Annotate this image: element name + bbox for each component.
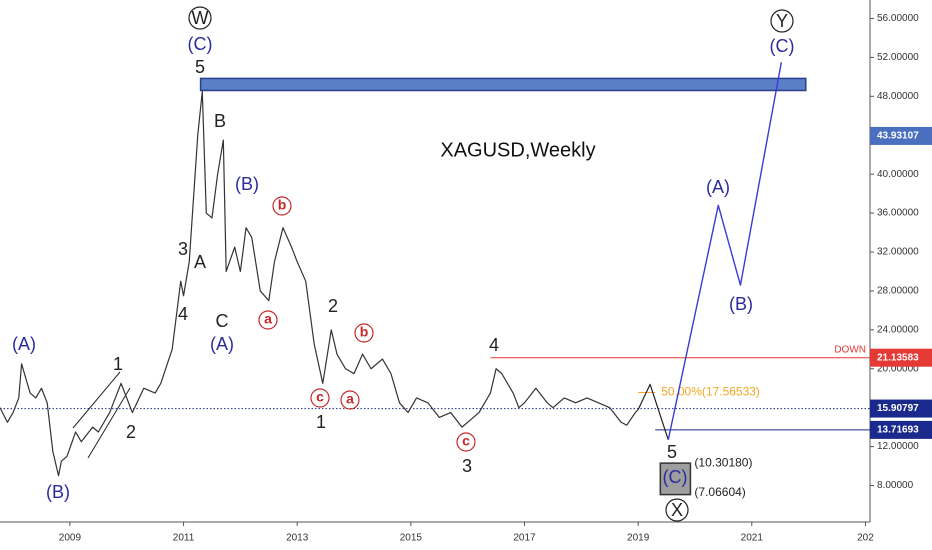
- level-text: DOWN: [834, 344, 866, 355]
- price-line: [0, 90, 639, 477]
- wave-circle: [340, 390, 360, 410]
- wave-label: 5: [667, 442, 677, 462]
- y-tick-label: 20.00000: [877, 363, 919, 374]
- wave-label: (C): [770, 36, 795, 56]
- wave-label: 1: [316, 412, 326, 432]
- y-tick-label: 52.00000: [877, 52, 919, 63]
- level-box: [870, 420, 932, 439]
- wave-label: W: [192, 8, 209, 28]
- wave-label: a: [264, 311, 272, 327]
- level-box: [870, 126, 932, 145]
- wave-label: 2: [328, 296, 338, 316]
- level-label: 21.13583: [877, 352, 919, 363]
- wave-circle: [354, 323, 374, 343]
- box-label: (10.30180): [694, 455, 752, 469]
- box-label: (7.06604): [694, 485, 745, 499]
- wave-label: 1: [113, 354, 123, 374]
- wave-circle: [272, 196, 292, 216]
- wave-label: 2: [126, 422, 136, 442]
- wave-label: c: [462, 433, 470, 449]
- wave-label: 4: [489, 335, 499, 355]
- y-tick-label: 8.00000: [877, 480, 914, 491]
- wave-circle: [258, 310, 278, 330]
- fib-label: 50.00%(17.56533): [661, 385, 760, 399]
- x-tick-label: 2011: [173, 533, 195, 544]
- x-tick-label: 2019: [627, 533, 650, 544]
- wave-label: c: [316, 389, 324, 405]
- wave-label: b: [278, 197, 287, 213]
- wave-label: a: [346, 391, 354, 407]
- wave-label: 4: [178, 304, 188, 324]
- level-box: [870, 348, 932, 367]
- y-tick-label: 24.00000: [877, 324, 919, 335]
- wave-circle: [770, 9, 794, 33]
- level-box: [870, 399, 932, 418]
- y-tick-label: 56.00000: [877, 13, 919, 24]
- wave-circle: [188, 6, 212, 30]
- target-box: [659, 462, 692, 496]
- level-label: 13.71693: [877, 425, 919, 436]
- level-label: 15.90797: [877, 403, 919, 414]
- wave-label: 3: [462, 456, 472, 476]
- wave-circle: [456, 432, 476, 452]
- chart-title: XAGUSD,Weekly: [440, 139, 595, 161]
- x-tick-label: 2009: [59, 533, 82, 544]
- x-tick-label: 2021: [741, 533, 764, 544]
- wave-label: X: [671, 500, 683, 520]
- wave-label: (B): [235, 174, 259, 194]
- wave-label: C: [216, 311, 229, 331]
- price-line: [667, 62, 783, 440]
- wave-label: b: [360, 324, 369, 340]
- price-line: [637, 383, 669, 440]
- wave-label: 3: [178, 239, 188, 259]
- level-label: 43.93107: [877, 131, 919, 142]
- wave-label: (A): [12, 334, 36, 354]
- wave-label: (B): [729, 294, 753, 314]
- x-tick-label: 2015: [400, 533, 423, 544]
- y-tick-label: 36.00000: [877, 208, 919, 219]
- wedge-line: [87, 387, 131, 459]
- resistance-zone: [199, 77, 807, 92]
- y-tick-label: 12.00000: [877, 441, 919, 452]
- wave-circle: [665, 498, 689, 522]
- wave-label: A: [194, 252, 206, 272]
- wedge-line: [72, 371, 121, 429]
- x-tick-label: 2017: [513, 533, 536, 544]
- y-tick-label: 48.00000: [877, 91, 919, 102]
- y-tick-label: 28.00000: [877, 286, 919, 297]
- wave-label: B: [214, 111, 226, 131]
- x-tick-label: 202: [857, 533, 874, 544]
- wave-label: (B): [46, 482, 70, 502]
- x-tick-label: 2013: [286, 533, 309, 544]
- wave-circle: [310, 388, 330, 408]
- wave-label: Y: [776, 11, 788, 31]
- wave-label: 5: [195, 57, 205, 77]
- wave-label: (C): [188, 34, 213, 54]
- wave-label: (A): [706, 177, 730, 197]
- y-tick-label: 40.00000: [877, 169, 919, 180]
- wave-label: (C): [663, 467, 688, 487]
- wave-label: (A): [210, 334, 234, 354]
- y-tick-label: 32.00000: [877, 247, 919, 258]
